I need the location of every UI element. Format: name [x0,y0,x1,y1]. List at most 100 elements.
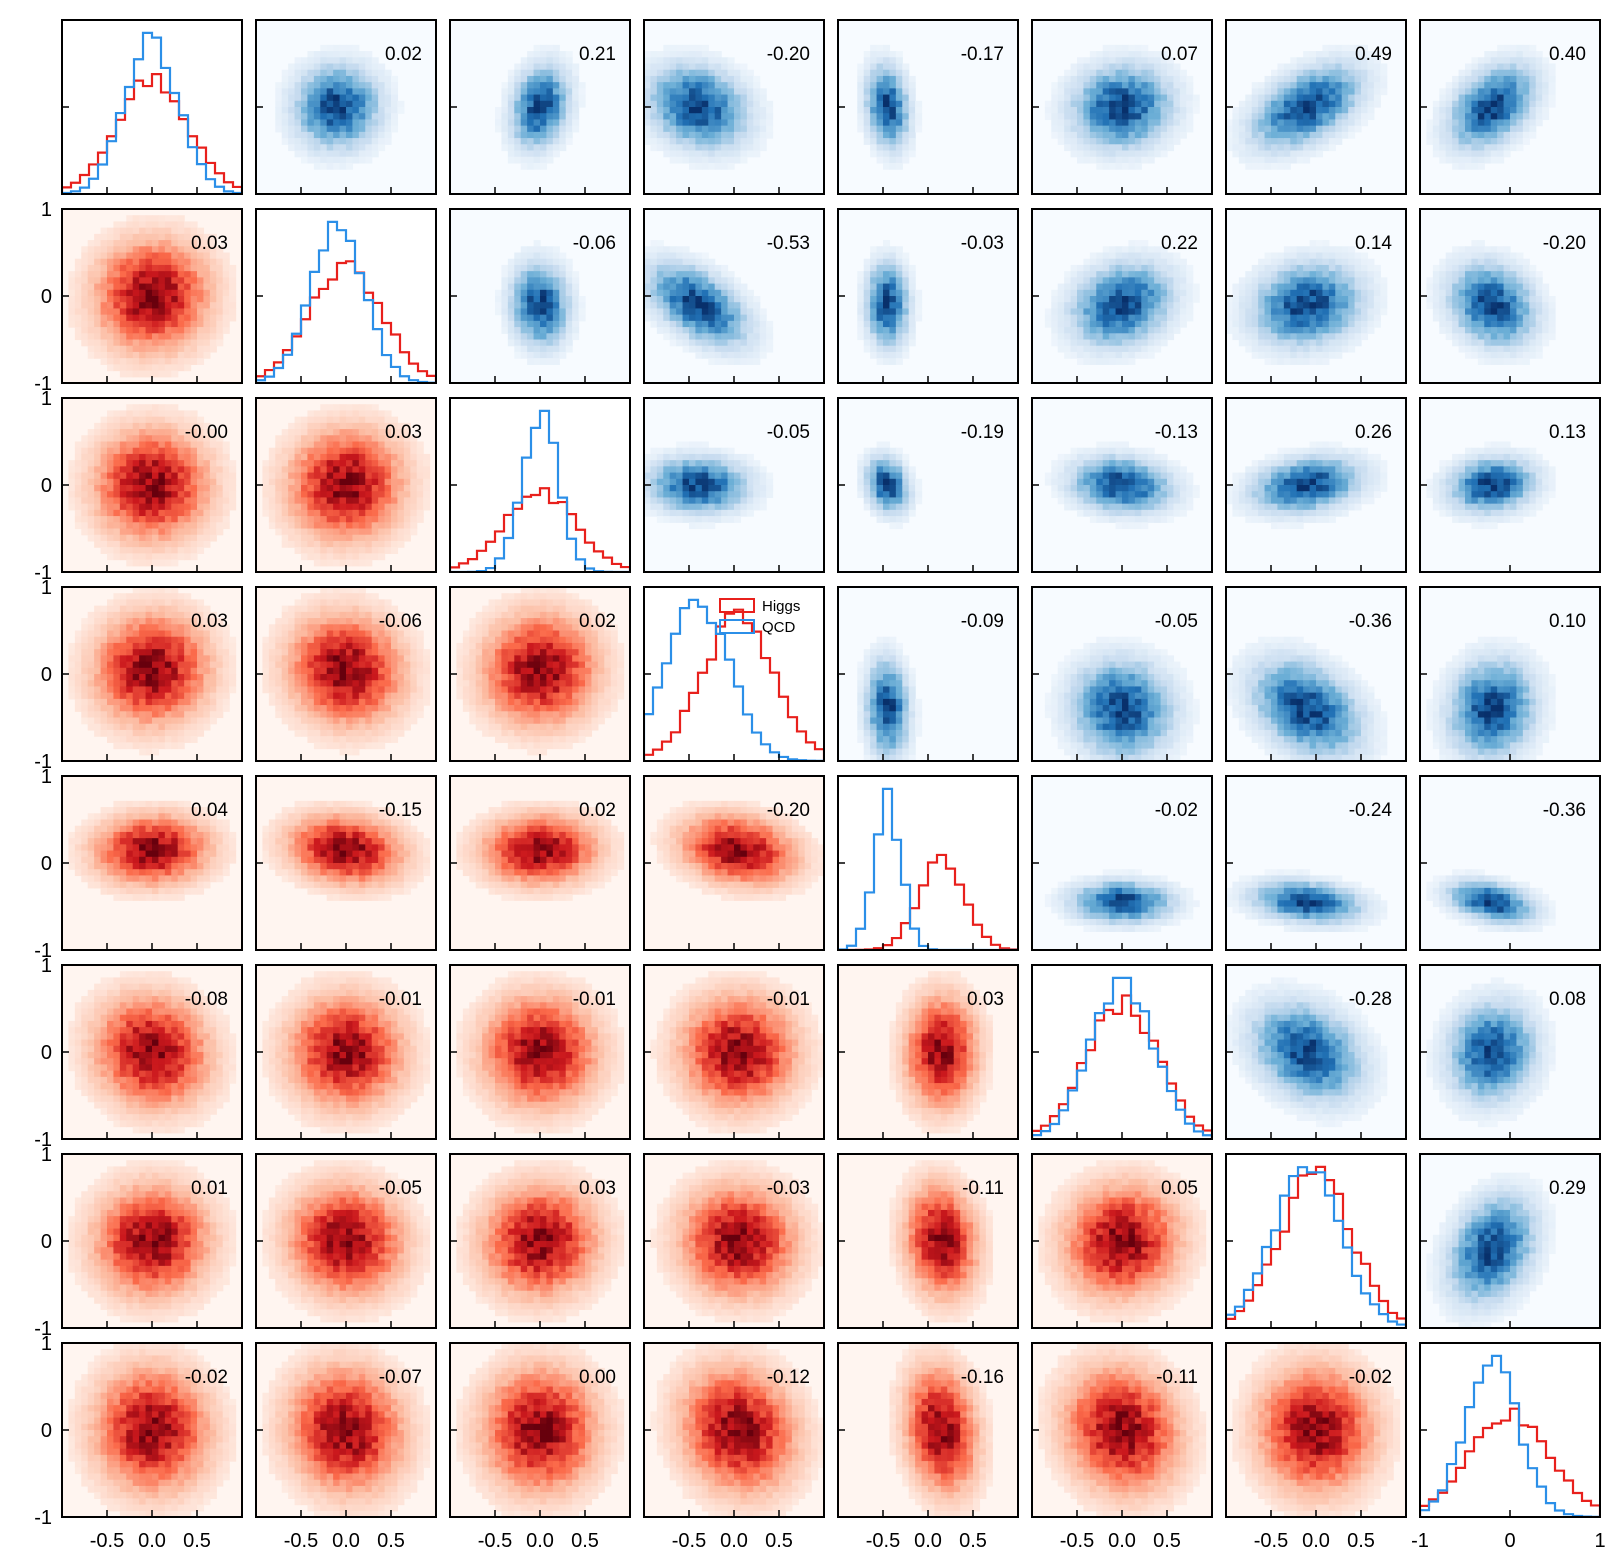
correlation-label: -0.24 [1349,800,1393,821]
x-tick-label: -0.5 [1060,1530,1094,1552]
panel-r6-c3: -0.01 [449,964,631,1140]
panel-r6-c2: -0.01 [255,964,437,1140]
x-tick-label: 0.0 [332,1530,360,1552]
panel-r4-c3: 0.02 [449,586,631,762]
correlation-label: -0.36 [1349,611,1392,632]
correlation-label: -0.07 [379,1367,422,1388]
x-tick-label: 0.0 [526,1530,554,1552]
correlation-label: -0.12 [767,1367,810,1388]
y-tick-label: 0 [41,1231,52,1253]
correlation-label: 0.08 [1549,989,1586,1010]
y-tick-label: 0 [41,286,52,308]
correlation-label: 0.14 [1355,233,1392,254]
x-tick-label: -0.5 [478,1530,512,1552]
panel-r5-c5 [837,775,1019,951]
correlation-label: -0.00 [185,422,228,443]
y-tick-label: 0 [41,1420,52,1442]
panel-r2-c1: 0.03 1 0 -1 [34,199,243,395]
y-tick-label: 0 [41,664,52,686]
correlation-label: 0.13 [1549,422,1586,443]
legend-label-higgs: Higgs [762,598,800,615]
x-tick-label: 0.5 [765,1530,793,1552]
panel-r3-c7: 0.26 [1225,397,1407,573]
correlation-label: 0.07 [1161,44,1198,65]
correlation-label: -0.15 [379,800,422,821]
x-tick-label: -0.5 [866,1530,900,1552]
panel-r5-c8: -0.36 [1419,775,1601,951]
panel-r5-c3: 0.02 [449,775,631,951]
y-tick-label: -1 [34,1129,52,1151]
correlation-label: -0.13 [1155,422,1198,443]
panel-r1-c4: -0.20 [643,19,825,195]
panel-r7-c5: -0.11 [837,1153,1019,1329]
x-tick-label: -1 [1411,1530,1429,1552]
hist-qcd-f6 [1032,976,1212,1139]
panel-r2-c3: -0.06 [449,208,631,384]
correlation-label: -0.08 [185,989,228,1010]
hist-higgs-f6 [1032,994,1212,1139]
x-tick-label: 0.5 [1153,1530,1181,1552]
correlation-label: 0.02 [385,44,422,65]
panel-r4-c5: -0.09 [837,586,1019,762]
correlation-label: 0.03 [385,422,422,443]
panel-r3-c4: -0.05 [643,397,825,573]
correlation-label: 0.05 [1161,1178,1198,1199]
correlation-label: -0.02 [185,1367,228,1388]
correlation-label: -0.02 [1155,800,1198,821]
x-tick-label: 0.0 [914,1530,942,1552]
panel-r4-c1: 0.03 1 0 -1 [34,577,243,773]
correlation-label: -0.05 [767,422,810,443]
correlation-label: -0.03 [767,1178,810,1199]
y-tick-label: -1 [34,1507,52,1529]
y-tick-label: 1 [41,766,52,788]
panel-r8-c2: -0.07 -0.5 0.0 0.5 [255,1342,437,1552]
correlation-label: 0.29 [1549,1178,1586,1199]
panel-r3-c3 [449,397,631,573]
panel-r4-c7: -0.36 [1225,586,1407,762]
panel-r2-c4: -0.53 [643,208,825,384]
panel-r8-c5: -0.16 -0.5 0.0 0.5 [837,1342,1019,1552]
x-tick-label: 0.0 [1108,1530,1136,1552]
hist-qcd-f4 [644,598,824,761]
correlation-label: -0.36 [1543,800,1586,821]
panel-r6-c8: 0.08 [1419,964,1601,1140]
panel-r6-c6 [1031,964,1213,1140]
panel-r7-c4: -0.03 [643,1153,825,1329]
panel-r2-c6: 0.22 [1031,208,1213,384]
panel-r8-c8: -1 0 1 [1411,1342,1606,1552]
x-tick-label: 0.0 [138,1530,166,1552]
panel-r2-c5: -0.03 [837,208,1019,384]
panel-r5-c7: -0.24 [1225,775,1407,951]
correlation-label: -0.06 [379,611,422,632]
y-tick-label: -1 [34,751,52,773]
hist-higgs-f8 [1420,1407,1600,1517]
correlation-label: 0.02 [579,800,616,821]
panel-r4-c2: -0.06 [255,586,437,762]
hist-qcd-f7 [1226,1166,1406,1328]
panel-r6-c4: -0.01 [643,964,825,1140]
hist-higgs-f3 [450,487,630,572]
y-tick-label: 1 [41,955,52,977]
panel-r8-c4: -0.12 -0.5 0.0 0.5 [643,1342,825,1552]
x-tick-label: -0.5 [1254,1530,1288,1552]
correlation-label: 0.02 [579,611,616,632]
panel-r8-c7: -0.02 -0.5 0.0 0.5 [1225,1342,1407,1552]
panel-r7-c8: 0.29 [1419,1153,1601,1329]
panel-r3-c2: 0.03 [255,397,437,573]
hist-qcd-f2 [256,220,436,383]
panel-r3-c6: -0.13 [1031,397,1213,573]
x-tick-label: -0.5 [284,1530,318,1552]
panel-r8-c1: -0.02 1 0 -1 -0.5 0.0 0.5 [34,1333,243,1552]
panel-r7-c2: -0.05 [255,1153,437,1329]
correlation-label: 0.04 [191,800,228,821]
panel-r7-c3: 0.03 [449,1153,631,1329]
panel-r4-c4: Higgs QCD [643,586,825,762]
y-tick-label: 0 [41,1042,52,1064]
hist-qcd-f1 [62,31,242,194]
correlation-label: -0.01 [379,989,422,1010]
correlation-label: -0.11 [962,1178,1004,1199]
correlation-label: -0.28 [1349,989,1392,1010]
x-tick-label: 0.0 [720,1530,748,1552]
panel-r1-c6: 0.07 [1031,19,1213,195]
correlation-label: -0.19 [961,422,1004,443]
